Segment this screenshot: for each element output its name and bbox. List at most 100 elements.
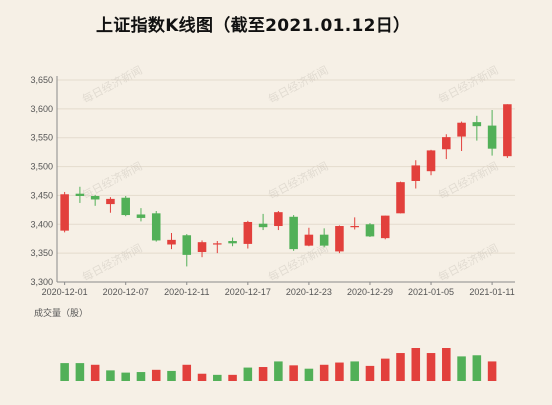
candle	[304, 227, 314, 247]
x-tick-label: 2020-12-01	[42, 287, 88, 297]
candle-body	[243, 221, 253, 244]
volume-bar	[472, 355, 482, 381]
watermark: 每日经济新闻	[436, 63, 501, 106]
candle	[472, 115, 482, 141]
candle	[487, 110, 497, 156]
candle	[380, 215, 390, 240]
candle	[167, 232, 176, 250]
y-tick-label: 3,400	[30, 219, 53, 229]
x-tick-label: 2020-12-29	[347, 287, 393, 297]
candle-body	[442, 137, 451, 150]
candle-body	[258, 223, 268, 228]
y-tick-label: 3,450	[30, 190, 53, 200]
x-tick-label: 2021-01-11	[469, 287, 514, 297]
candle-body	[167, 239, 176, 245]
y-tick-label: 3,300	[30, 277, 53, 287]
candle	[319, 228, 329, 248]
volume-bar	[167, 370, 176, 381]
volume-label: 成交量（股）	[34, 308, 89, 318]
watermark: 每日经济新闻	[80, 63, 145, 106]
x-tick-label: 2020-12-07	[103, 287, 149, 297]
y-tick-label: 3,350	[30, 248, 53, 258]
x-tick-label: 2021-01-05	[408, 287, 454, 297]
volume-bar	[136, 372, 146, 381]
candle	[151, 211, 161, 242]
candle	[213, 241, 222, 254]
volume-bar	[151, 369, 161, 381]
candle	[503, 104, 512, 158]
candle-body	[274, 212, 283, 227]
watermark: 每日经济新闻	[266, 63, 331, 106]
volume-bar	[380, 358, 390, 381]
candle	[121, 196, 130, 217]
volume-bar	[197, 373, 207, 381]
candle	[411, 160, 421, 189]
candle-body	[106, 198, 115, 205]
y-axis: 3,300 3,350 3,400 3,450 3,500 3,550 3,600 3,650	[30, 75, 58, 287]
candle-body	[472, 122, 482, 127]
watermark: 每日经济新闻	[436, 241, 501, 284]
y-tick-label: 3,650	[30, 75, 53, 85]
volume-bar	[426, 353, 436, 381]
volume-bar	[121, 372, 130, 381]
candle-body	[350, 226, 359, 228]
candle-body	[304, 234, 314, 246]
watermark: 每日经济新闻	[266, 241, 331, 284]
volume-bar	[90, 364, 100, 381]
candle-body	[396, 182, 405, 214]
x-tick-label: 2020-12-23	[286, 287, 332, 297]
candle-body	[121, 197, 130, 216]
candle	[426, 149, 436, 176]
volume-bar	[258, 367, 268, 381]
candle-body	[319, 234, 329, 246]
volume-bar	[457, 356, 466, 381]
candle-body	[136, 214, 146, 218]
candle-body	[182, 235, 192, 255]
candle-body	[213, 243, 222, 245]
candle	[90, 194, 100, 206]
candle	[258, 213, 268, 231]
candle-body	[335, 226, 344, 252]
candle	[60, 191, 69, 233]
y-tick-label: 3,550	[30, 133, 53, 143]
candle-body	[411, 165, 421, 181]
candle-body	[365, 224, 375, 237]
candle	[274, 211, 283, 231]
candle	[197, 240, 207, 258]
y-tick-label: 3,500	[30, 162, 53, 172]
candle	[182, 234, 192, 267]
volume-bar	[365, 365, 375, 381]
volume-bar	[274, 361, 283, 381]
candle-body	[487, 125, 497, 149]
candle-body	[503, 104, 512, 157]
candle	[396, 181, 405, 214]
candle	[365, 223, 375, 237]
candle	[457, 121, 466, 151]
volume-bar	[213, 374, 222, 381]
volume-bar	[319, 364, 329, 381]
candle	[442, 134, 451, 160]
volume-bar	[106, 370, 115, 381]
y-tick-label: 3,600	[30, 104, 53, 114]
volume-bar	[243, 367, 253, 381]
candle	[350, 217, 359, 230]
candle-body	[289, 216, 298, 250]
chart-title: 上证指数K线图（截至2021.01.12日）	[96, 16, 411, 36]
candle	[335, 225, 344, 254]
candle-body	[457, 122, 466, 137]
candle	[243, 220, 253, 249]
volume-bar	[350, 361, 359, 381]
volume-bar	[182, 364, 192, 381]
volume-bar	[442, 348, 451, 381]
volume-bar	[60, 363, 69, 381]
volume-bars	[60, 348, 497, 381]
candle-body	[197, 242, 207, 252]
volume-bar	[289, 365, 298, 381]
x-tick-label: 2020-12-11	[164, 287, 209, 297]
x-tick-label: 2020-12-17	[225, 287, 271, 297]
watermark: 每日经济新闻	[80, 241, 145, 284]
candle	[136, 208, 146, 222]
candles	[60, 104, 512, 267]
